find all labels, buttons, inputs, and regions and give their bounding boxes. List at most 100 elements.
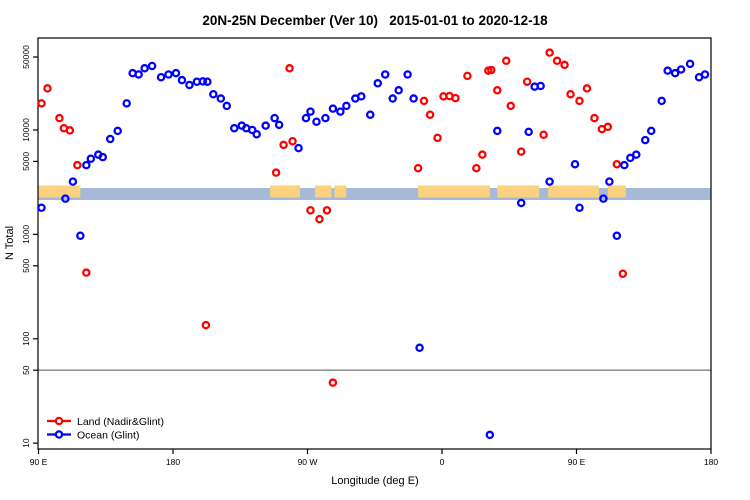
land-point <box>328 378 338 387</box>
land-point <box>516 147 526 156</box>
ocean-point <box>700 70 710 79</box>
ocean-point <box>230 123 239 133</box>
land-point <box>545 48 554 57</box>
land-strip-segment <box>548 185 599 198</box>
legend: Land (Nadir&Glint)Ocean (Glint) <box>47 416 164 441</box>
land-point <box>575 96 584 106</box>
legend-marker-icon <box>54 430 64 439</box>
land-strip-segment <box>607 185 626 198</box>
ocean-point <box>203 77 212 86</box>
y-tick-label: 50000 <box>21 45 31 69</box>
ocean-point <box>247 125 257 135</box>
ocean-point <box>301 113 311 123</box>
x-tick-label: 180 <box>704 457 718 467</box>
ocean-point <box>113 126 122 136</box>
land-strip-segment <box>38 185 81 198</box>
legend-marker-icon <box>54 416 64 426</box>
ocean-point <box>570 159 580 169</box>
ocean-point <box>676 65 686 74</box>
ocean-point <box>294 143 303 153</box>
ocean-point <box>394 86 403 95</box>
ocean-point <box>524 127 533 137</box>
land-point <box>506 101 515 111</box>
ocean-point <box>156 72 166 82</box>
ocean-strip <box>38 188 711 200</box>
ocean-point <box>177 75 187 85</box>
y-tick-label: 50 <box>21 365 31 375</box>
land-point <box>566 89 575 99</box>
y-tick-label: 10000 <box>21 118 31 142</box>
ocean-point <box>536 81 545 91</box>
ocean-point <box>209 89 218 99</box>
land-point <box>451 93 460 103</box>
ocean-point <box>599 194 608 203</box>
ocean-point <box>328 104 338 113</box>
land-point <box>419 96 429 106</box>
ocean-point <box>185 80 194 90</box>
land-point <box>73 160 82 170</box>
ocean-point <box>86 154 96 164</box>
ocean-point <box>105 134 115 144</box>
land-point <box>55 113 64 123</box>
land-point <box>433 133 442 143</box>
ocean-point <box>670 68 680 78</box>
y-tick-label: 1000 <box>21 225 31 244</box>
y-tick-label: 500 <box>21 258 31 272</box>
ocean-point <box>342 101 351 111</box>
land-point <box>201 320 211 330</box>
land-point <box>43 84 52 93</box>
ocean-point <box>252 129 261 139</box>
ocean-point <box>415 343 424 353</box>
ocean-point <box>306 107 315 116</box>
ocean-point <box>685 59 695 69</box>
land-point <box>603 122 613 132</box>
ocean-point <box>663 66 672 75</box>
plot-box <box>37 37 712 450</box>
y-tick-label: 10 <box>21 438 31 448</box>
land-point <box>425 110 435 119</box>
ocean-point <box>171 68 181 78</box>
x-tick-label: 90 E <box>30 457 48 467</box>
ocean-point <box>366 110 375 119</box>
ocean-point <box>82 160 91 170</box>
land-point <box>306 206 315 215</box>
data-points <box>37 48 710 440</box>
legend-label: Land (Nadir&Glint) <box>77 416 164 428</box>
land-point <box>522 77 532 86</box>
ocean-point <box>626 153 635 163</box>
ocean-point <box>612 231 622 241</box>
ocean-point <box>198 77 208 86</box>
ocean-point <box>388 94 397 103</box>
ocean-point <box>274 120 284 130</box>
ocean-point <box>261 121 270 130</box>
ocean-point <box>357 92 366 101</box>
ocean-point <box>575 203 584 212</box>
ocean-point <box>640 135 650 145</box>
ocean-point <box>646 126 656 136</box>
ocean-point <box>516 198 526 208</box>
ocean-point <box>61 194 70 203</box>
land-point <box>582 84 592 93</box>
ocean-point <box>605 177 614 186</box>
ocean-point <box>76 231 85 241</box>
ocean-point <box>373 79 382 88</box>
chart-title: 20N-25N December (Ver 10) 2015-01-01 to … <box>202 13 548 28</box>
land-point <box>478 150 487 159</box>
y-tick-label: 5000 <box>21 152 31 171</box>
ocean-point <box>321 113 330 123</box>
land-point <box>618 269 628 278</box>
land-point <box>285 64 294 73</box>
legend-label: Ocean (Glint) <box>77 429 139 441</box>
map-strip <box>38 185 711 200</box>
land-point <box>590 113 599 123</box>
ocean-point <box>493 126 502 136</box>
ocean-point <box>122 99 131 108</box>
land-point <box>463 71 472 81</box>
land-point <box>65 126 75 135</box>
land-point <box>315 214 324 224</box>
land-strip-segment <box>497 185 540 198</box>
land-point <box>493 86 502 95</box>
land-strip-segment <box>334 185 347 198</box>
ocean-point <box>380 70 390 79</box>
